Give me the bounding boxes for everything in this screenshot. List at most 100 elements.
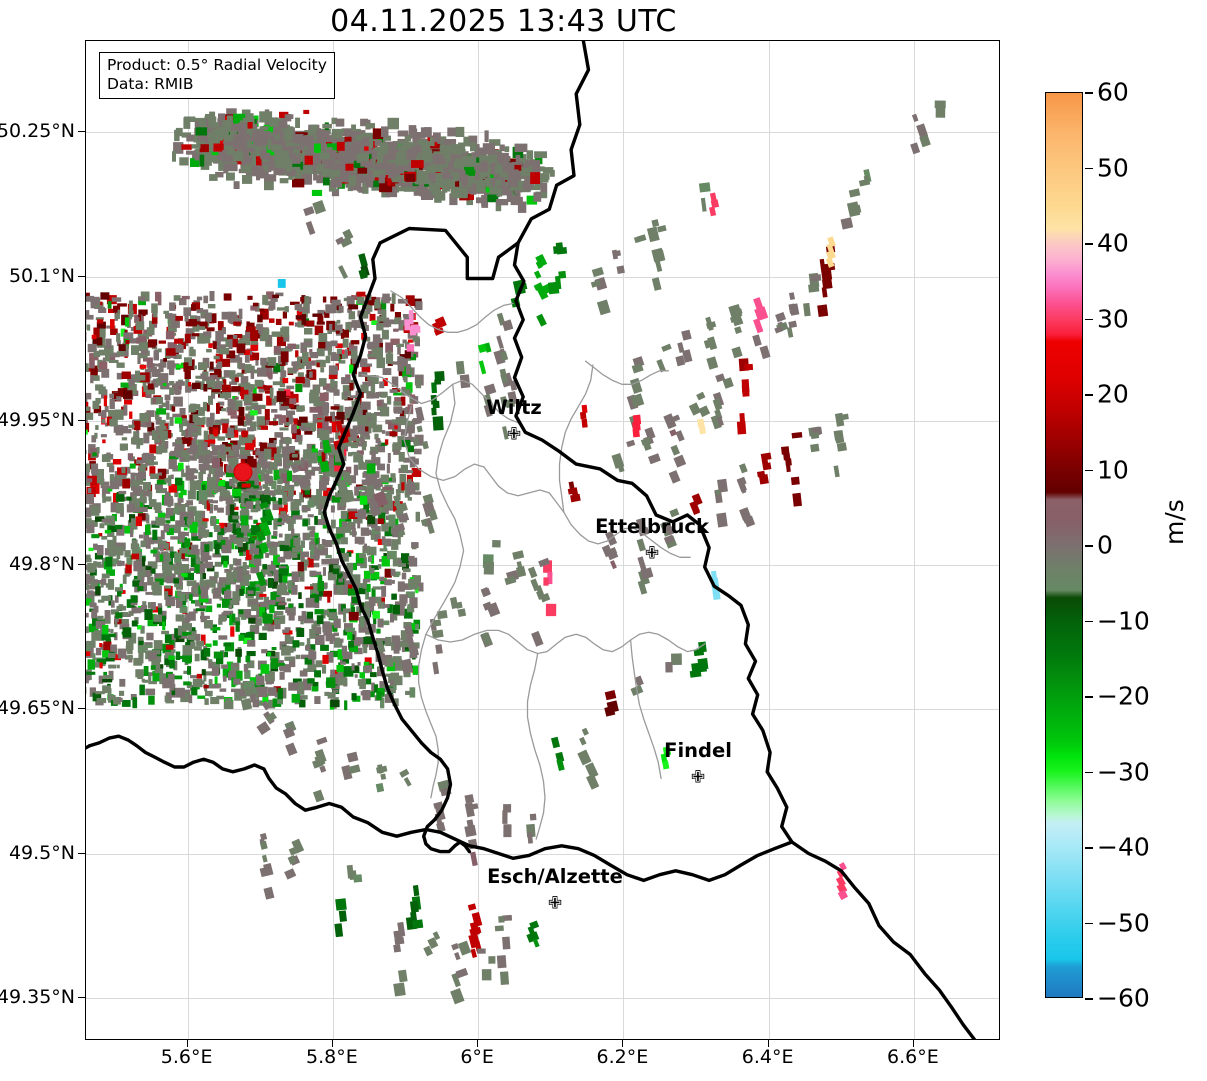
radar-echo-cell xyxy=(316,615,324,625)
radar-echo-cell xyxy=(268,300,276,310)
radar-echo-cell xyxy=(262,484,266,489)
radar-echo-cell xyxy=(205,598,212,604)
radar-echo-cell xyxy=(269,421,278,426)
radar-echo-cell xyxy=(379,558,384,562)
radar-echo-cell xyxy=(401,572,407,580)
radar-echo-cell xyxy=(265,469,273,474)
radar-echo-cell xyxy=(270,294,278,302)
radar-echo-cell xyxy=(130,338,141,344)
radar-echo-cell xyxy=(277,556,286,563)
radar-echo-cell xyxy=(303,341,312,347)
radar-echo-cell xyxy=(131,486,135,491)
radar-echo-cell xyxy=(183,592,193,600)
radar-echo-cell xyxy=(280,370,287,377)
radar-echo-cell xyxy=(390,568,396,576)
radar-echo-cell xyxy=(166,555,172,562)
map-plot-area[interactable]: Wiltz ✙ Ettelbruck ✙ Findel ✙ Esch/Alzette ✙ Pr… xyxy=(85,40,1000,1040)
radar-echo-cell xyxy=(353,454,364,463)
radar-echo-cell xyxy=(164,655,171,666)
radar-echo-cell xyxy=(241,430,248,438)
radar-echo-cell xyxy=(300,457,305,469)
radar-echo-cell xyxy=(100,292,110,300)
radar-echo-cell xyxy=(331,354,340,361)
radar-echo-cell xyxy=(240,393,246,400)
radar-echo-cell xyxy=(221,612,231,616)
radar-echo-cell xyxy=(134,316,140,323)
radar-echo-cell xyxy=(336,319,341,324)
radar-echo-cell xyxy=(281,473,290,484)
radar-echo-cell xyxy=(327,595,331,603)
radar-echo-cell xyxy=(211,392,216,399)
radar-echo-cell xyxy=(231,386,241,392)
radar-echo-cell xyxy=(350,602,355,612)
radar-echo-cell xyxy=(455,126,465,137)
radar-echo-cell xyxy=(237,416,244,426)
radar-echo-cell xyxy=(397,602,407,607)
longitude-tick-label: 6.6°E xyxy=(886,1046,939,1068)
radar-echo-cell xyxy=(114,409,124,420)
radar-echo-cell xyxy=(105,556,113,567)
radar-echo-cell xyxy=(116,524,125,536)
radar-echo-cell xyxy=(181,449,187,458)
radar-echo-cell xyxy=(165,700,175,704)
radar-echo-cell xyxy=(238,357,243,366)
radar-echo-cell xyxy=(188,542,193,550)
radar-echo-cell xyxy=(371,565,379,570)
radar-echo-cell xyxy=(241,369,247,374)
radar-echo-cell xyxy=(274,618,284,624)
radar-echo-cell xyxy=(414,338,420,347)
radar-echo-cell xyxy=(129,411,133,419)
radar-echo-cell xyxy=(185,379,190,389)
radar-echo-cell xyxy=(367,375,376,381)
radar-echo-cell xyxy=(232,515,240,520)
radar-echo-cell xyxy=(320,418,329,428)
radar-echo-cell xyxy=(114,632,118,641)
radar-echo-cell xyxy=(341,571,350,579)
radar-echo-cell xyxy=(436,136,447,148)
radar-echo-cell xyxy=(221,615,227,621)
radar-echo-cell xyxy=(256,416,266,427)
radar-echo-cell xyxy=(138,507,148,513)
radar-echo-cell xyxy=(346,296,355,307)
radar-echo-cell xyxy=(158,512,166,518)
radar-echo-cell xyxy=(354,637,364,645)
radar-echo-cell xyxy=(317,309,325,315)
radar-echo-cell xyxy=(247,631,255,641)
radar-echo-cell xyxy=(407,445,414,453)
radar-echo-cell xyxy=(212,458,220,468)
radar-echo-cell xyxy=(110,502,119,513)
radar-echo-cell xyxy=(165,692,172,701)
radar-echo-cell xyxy=(124,398,133,405)
radar-echo-cell xyxy=(367,420,377,429)
radar-echo-cell xyxy=(284,306,289,313)
radar-echo-cell xyxy=(282,629,289,633)
radar-echo-cell xyxy=(245,326,256,332)
radar-echo-cell xyxy=(154,323,158,328)
radar-echo-cell xyxy=(284,573,295,577)
radar-echo-cell xyxy=(340,537,348,545)
radar-echo-cell xyxy=(157,397,163,405)
radar-echo-cell xyxy=(368,378,373,386)
latitude-tick-mark xyxy=(78,419,85,421)
radar-echo-cell xyxy=(322,496,329,507)
radar-echo-cell xyxy=(316,175,327,184)
radar-echo-cell xyxy=(384,657,394,667)
radar-echo-cell xyxy=(295,315,304,320)
radar-echo-cell xyxy=(365,426,369,432)
radar-echo-cell xyxy=(225,698,232,708)
radar-echo-cell xyxy=(151,568,156,574)
radar-echo-cell xyxy=(241,488,251,492)
radar-echo-cell xyxy=(341,377,351,385)
radar-echo-cell xyxy=(261,495,271,505)
radar-echo-cell xyxy=(132,580,140,587)
radar-echo-cell xyxy=(264,621,272,627)
radar-echo-cell xyxy=(338,305,344,313)
radar-echo-cell xyxy=(387,180,392,186)
radar-echo-cell xyxy=(203,430,209,440)
radar-echo-cell xyxy=(184,532,189,537)
radar-echo-cell xyxy=(152,529,158,541)
radar-echo-cell xyxy=(191,531,198,537)
radar-echo-cell xyxy=(349,395,357,399)
radar-echo-cell xyxy=(340,638,344,643)
radar-echo-cell xyxy=(225,472,235,478)
